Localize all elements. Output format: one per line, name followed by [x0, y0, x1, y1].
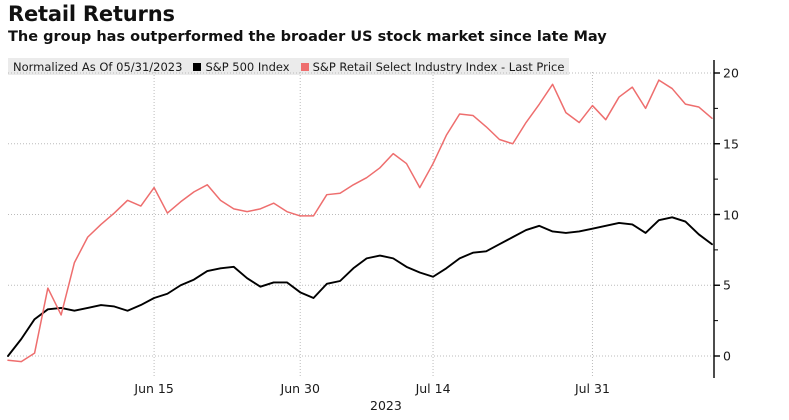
x-axis-tick-label: Jun 15 [134, 381, 174, 396]
legend-normalization-note: Normalized As Of 05/31/2023 [13, 60, 182, 74]
legend-normalization-label: Normalized As Of 05/31/2023 [13, 59, 183, 74]
legend-swatch-sp500 [193, 62, 202, 71]
x-axis-tick-label: Jun 30 [280, 381, 320, 396]
legend-label-retail: S&P Retail Select Industry Index - Last … [312, 59, 565, 74]
y-axis-tick-label: 20 [723, 65, 739, 81]
y-axis-tick-label: 10 [723, 207, 739, 222]
legend-swatch-retail [300, 62, 309, 71]
y-axis-tick-label: 15 [723, 136, 739, 152]
chart-subtitle: The group has outperformed the broader U… [8, 29, 607, 45]
series-line-retail [7, 79, 713, 363]
legend-item-sp500[interactable]: S&P 500 Index [193, 59, 290, 74]
legend-item-retail[interactable]: S&P Retail Select Industry Index - Last … [300, 59, 565, 74]
series-line-sp500 [7, 216, 713, 357]
y-axis-tick-label: 5 [723, 277, 731, 293]
x-axis-title: 2023 [370, 398, 402, 413]
page-title: Retail Returns [8, 2, 175, 26]
y-axis-tick-label: 0 [723, 348, 731, 364]
x-axis-tick-label: Jul 31 [574, 381, 610, 396]
legend-label-sp500: S&P 500 Index [205, 59, 290, 74]
x-axis-tick-label: Jul 14 [415, 381, 451, 396]
chart-legend: Normalized As Of 05/31/2023 S&P 500 Inde… [8, 58, 570, 75]
